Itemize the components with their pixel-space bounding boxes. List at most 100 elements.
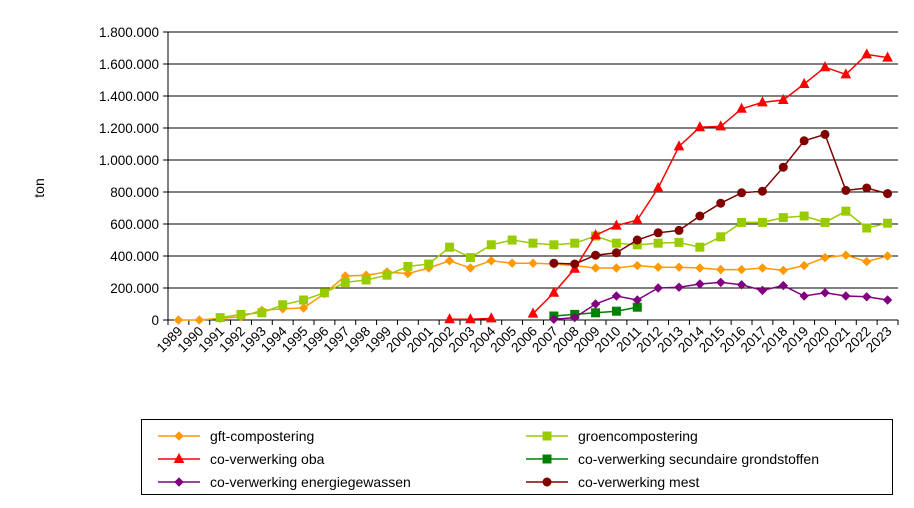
data-point <box>820 129 830 139</box>
data-point <box>819 61 831 72</box>
data-point <box>486 240 496 250</box>
y-tick-label: 0 <box>151 313 159 328</box>
y-tick-label: 800.000 <box>110 185 159 200</box>
data-point <box>653 238 663 248</box>
data-point <box>841 206 851 216</box>
data-point <box>695 279 705 289</box>
data-point <box>673 140 685 151</box>
data-point <box>485 312 497 323</box>
legend-marker <box>542 477 552 487</box>
data-point <box>465 253 475 263</box>
data-point <box>611 238 621 248</box>
legend-swatch <box>158 452 200 463</box>
series-1 <box>215 206 893 323</box>
data-point <box>861 48 873 59</box>
data-point <box>798 77 810 88</box>
data-point <box>445 242 455 252</box>
data-point <box>736 280 747 290</box>
data-point <box>611 248 621 258</box>
legend-marker <box>174 477 184 487</box>
series-line <box>532 53 888 315</box>
data-point <box>716 264 726 275</box>
data-point <box>716 232 726 242</box>
data-point <box>403 261 413 271</box>
data-point <box>319 288 329 298</box>
data-point <box>465 263 476 273</box>
data-point <box>444 256 455 266</box>
legend-label: gft-compostering <box>210 428 315 444</box>
data-point <box>215 313 225 323</box>
y-tick-label: 200.000 <box>110 281 159 296</box>
data-point <box>507 258 517 268</box>
data-point <box>631 213 643 224</box>
series-5 <box>549 129 893 269</box>
data-point <box>799 211 809 221</box>
data-point <box>757 263 768 273</box>
data-point <box>194 315 204 325</box>
data-point <box>820 288 830 298</box>
legend-item: co-verwerking mest <box>524 472 699 492</box>
y-axis-label: ton <box>31 178 47 197</box>
legend-swatch <box>526 477 568 487</box>
legend-item: gft-compostering <box>156 426 314 446</box>
data-point <box>840 68 852 79</box>
data-point <box>611 291 622 301</box>
y-tick-label: 1.200.000 <box>99 121 159 136</box>
legend-marker <box>542 431 552 441</box>
data-point <box>653 262 663 272</box>
data-point <box>591 308 601 318</box>
data-point <box>632 235 642 245</box>
data-point <box>486 256 496 266</box>
data-point <box>236 309 246 319</box>
data-point <box>757 186 767 196</box>
data-point <box>548 286 560 297</box>
data-point <box>695 263 705 273</box>
data-point <box>882 295 893 305</box>
data-point <box>674 262 684 272</box>
data-point <box>674 225 684 235</box>
legend-item: groencompostering <box>524 426 698 446</box>
y-tick-label: 1.600.000 <box>99 57 159 72</box>
legend-label: co-verwerking oba <box>210 451 325 467</box>
legend-swatch <box>526 454 568 464</box>
data-point <box>528 238 538 248</box>
line-chart: ton 0 200.000 400.000 600.000 800.000 1.000.0… <box>31 25 899 355</box>
data-point <box>862 223 872 233</box>
data-point <box>298 303 309 313</box>
legend-swatch <box>158 431 200 441</box>
data-point <box>737 188 747 198</box>
data-point <box>590 263 601 273</box>
data-point <box>591 250 601 260</box>
legend-label: co-verwerking mest <box>578 474 700 490</box>
data-point <box>611 263 622 273</box>
data-point <box>382 270 392 280</box>
data-point <box>590 299 601 309</box>
y-tick-label: 600.000 <box>110 217 159 232</box>
series-2 <box>444 48 893 324</box>
legend-marker <box>542 454 552 464</box>
data-point <box>694 121 706 132</box>
data-point <box>527 307 539 318</box>
data-point <box>799 291 809 301</box>
data-point <box>883 189 893 199</box>
data-point <box>299 295 309 305</box>
data-point <box>444 313 455 324</box>
data-point <box>799 260 809 271</box>
data-point <box>570 312 580 323</box>
data-point <box>549 314 559 324</box>
data-point <box>716 277 726 288</box>
data-point <box>570 238 580 248</box>
data-point <box>507 235 517 245</box>
data-point <box>173 315 184 325</box>
data-point <box>882 51 893 62</box>
legend-label: co-verwerking energiegewassen <box>210 474 411 490</box>
data-point <box>716 198 726 208</box>
data-point <box>862 183 872 193</box>
data-point <box>278 300 288 310</box>
data-point <box>841 291 851 301</box>
data-point <box>674 282 684 292</box>
legend-item: co-verwerking oba <box>156 449 324 469</box>
legend-label: co-verwerking secundaire grondstoffen <box>578 451 819 467</box>
legend-swatch <box>158 477 200 487</box>
data-point <box>841 185 851 195</box>
